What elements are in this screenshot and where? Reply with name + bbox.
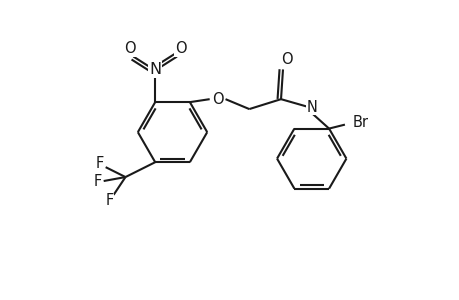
Text: F: F	[95, 156, 104, 171]
Text: Br: Br	[352, 115, 368, 130]
Text: F: F	[105, 193, 113, 208]
Text: N: N	[306, 100, 317, 115]
Text: O: O	[280, 52, 292, 67]
Text: N: N	[149, 62, 161, 77]
Text: O: O	[123, 41, 135, 56]
Text: O: O	[211, 92, 223, 107]
Text: O: O	[175, 41, 186, 56]
Text: F: F	[94, 173, 101, 188]
